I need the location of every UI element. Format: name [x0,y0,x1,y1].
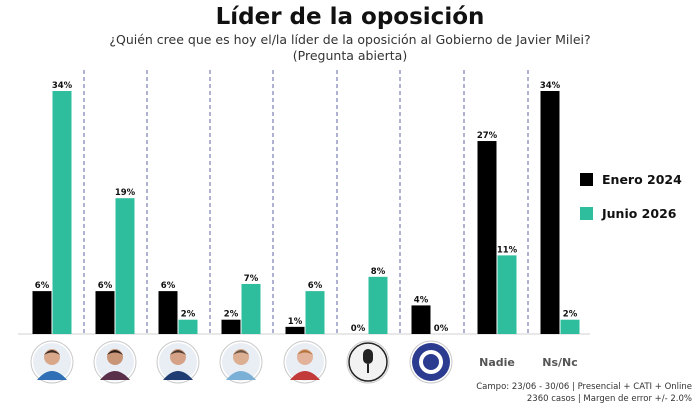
avatar-shoulders [290,371,320,380]
microphone-head [363,349,373,364]
bar-enero-2024 [32,291,52,334]
bar-enero-2024 [95,291,115,334]
bar-junio-2026 [178,319,198,334]
bar-junio-2026 [241,283,261,334]
avatar-hair [233,350,249,355]
data-label-junio-2026: 7% [244,274,259,284]
data-label-junio-2026: 2% [181,310,196,320]
bar-enero-2024 [221,319,241,334]
bar-junio-2026 [52,91,72,334]
avatar-shoulders [226,371,256,380]
chart-title: Líder de la oposición [215,4,485,30]
methodology-note: Campo: 23/06 - 30/06 | Presencial + CATI… [476,381,692,405]
cgt-logo-core [423,354,439,370]
data-label-enero-2024: 4% [414,295,429,305]
data-label-enero-2024: 1% [288,317,303,327]
chart-subtitle: ¿Quién cree que es hoy el/la líder de la… [0,32,700,64]
bar-junio-2026 [497,255,517,334]
avatar-hair [44,350,60,355]
data-label-enero-2024: 27% [477,131,498,141]
avatar-hair [107,350,123,355]
avatar-shoulders [163,371,193,380]
methodology-line-1: Campo: 23/06 - 30/06 | Presencial + CATI… [476,382,692,392]
subtitle-question: ¿Quién cree que es hoy el/la líder de la… [109,32,591,47]
legend-swatch-enero-2024 [580,172,593,186]
bar-enero-2024 [285,326,305,334]
data-label-enero-2024: 0% [351,324,366,334]
avatar-shoulders [100,371,130,380]
bar-enero-2024 [411,305,431,334]
microphone-stand [367,364,369,373]
data-label-enero-2024: 34% [540,81,561,91]
data-label-junio-2026: 19% [115,188,136,198]
subtitle-note: (Pregunta abierta) [292,48,408,63]
bar-junio-2026 [368,276,388,334]
bar-enero-2024 [477,141,497,334]
bar-junio-2026 [305,291,325,334]
legend-item-enero-2024: Enero 2024 [580,170,682,188]
data-label-junio-2026: 0% [434,324,449,334]
data-label-junio-2026: 34% [52,81,73,91]
data-label-junio-2026: 8% [371,267,386,277]
legend: Enero 2024 Junio 2026 [580,170,682,238]
bar-enero-2024 [158,291,178,334]
data-label-enero-2024: 2% [224,310,239,320]
data-label-junio-2026: 2% [563,310,578,320]
data-label-junio-2026: 6% [308,281,323,291]
avatar-shoulders [37,371,67,380]
avatar-hair [297,350,313,355]
data-label-enero-2024: 6% [161,281,176,291]
category-label: Nadie [479,356,515,369]
bar-junio-2026 [560,319,580,334]
category-label: Ns/Nc [542,356,578,369]
bar-enero-2024 [540,91,560,334]
bar-junio-2026 [115,198,135,334]
legend-label-junio-2026: Junio 2026 [602,205,677,221]
legend-item-junio-2026: Junio 2026 [580,204,682,222]
data-label-enero-2024: 6% [98,281,113,291]
legend-swatch-junio-2026 [580,206,593,220]
legend-label-enero-2024: Enero 2024 [602,171,682,187]
data-label-junio-2026: 11% [497,245,518,255]
methodology-line-2: 2360 casos | Margen de error +/- 2.0% [526,394,692,404]
data-label-enero-2024: 6% [35,281,50,291]
avatar-hair [170,350,186,355]
